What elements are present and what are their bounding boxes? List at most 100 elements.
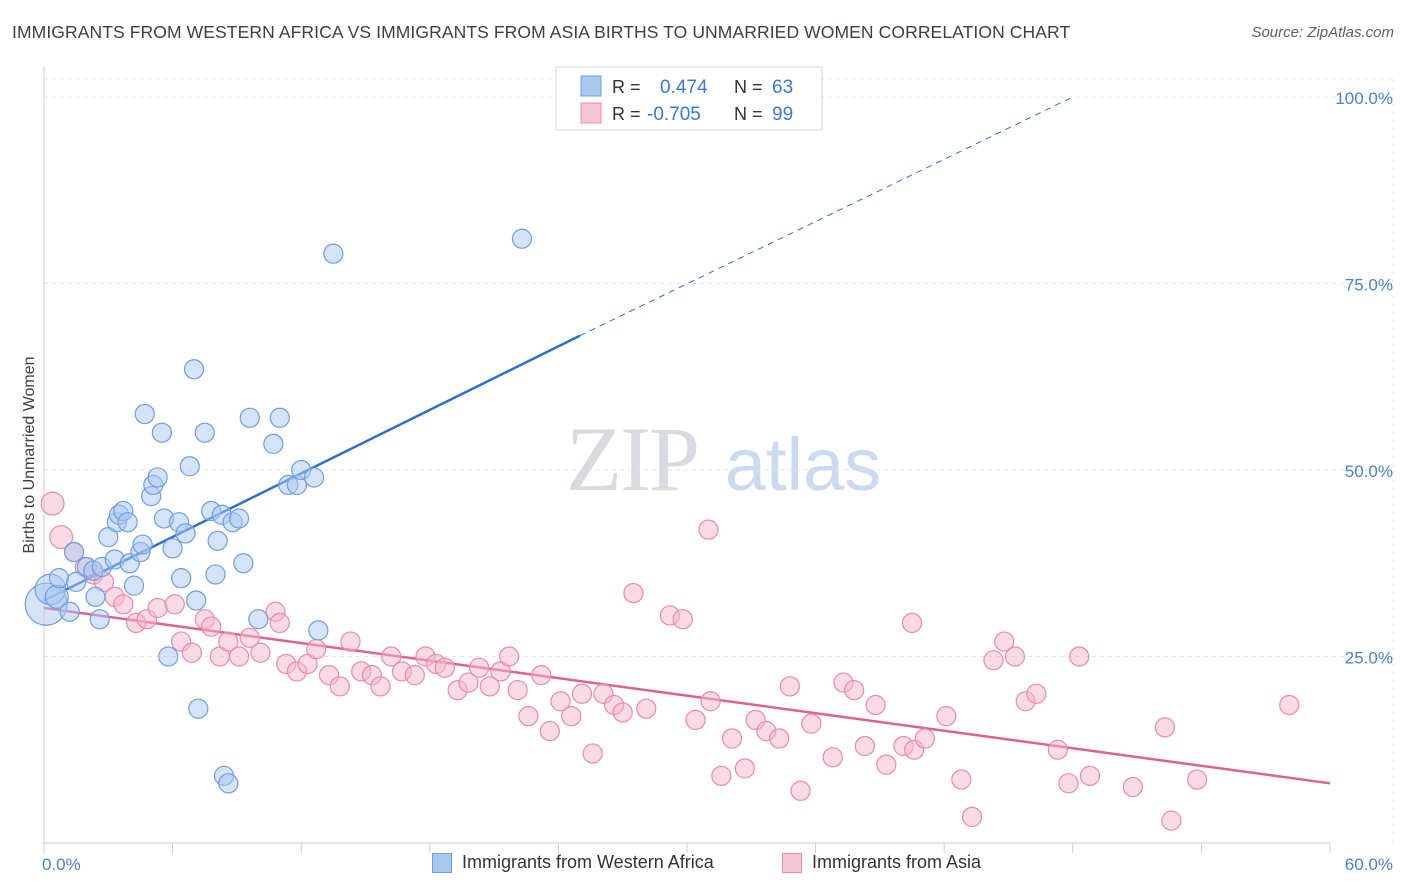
asia-point-27 (329, 676, 350, 697)
asia-point-43 (498, 646, 520, 667)
western-africa-point-22 (134, 403, 155, 425)
asia-trend-line (43, 606, 1331, 785)
asia-point-97 (901, 612, 923, 634)
western-africa-point-6 (66, 571, 87, 593)
asia-point-28 (340, 631, 361, 652)
asia-point-7 (113, 594, 134, 615)
western-africa-point-12 (98, 527, 119, 548)
asia-point-82 (994, 631, 1015, 652)
asia-point-50 (571, 683, 593, 704)
asia-point-74 (876, 754, 897, 775)
western-africa-point-10 (89, 609, 110, 630)
y-tick-label-3: 100.0% (1335, 89, 1393, 108)
western-africa-point-50 (269, 407, 290, 428)
western-africa-point-47 (239, 407, 260, 428)
western-africa-point-43 (218, 773, 239, 794)
asia-point-48 (550, 691, 571, 712)
western-africa-point-49 (263, 433, 284, 455)
tick-labels: 25.0% 50.0% 75.0% 100.0% 0.0% 60.0% (42, 89, 1393, 874)
asia-point-65 (769, 728, 790, 749)
asia-point-85 (1026, 683, 1047, 704)
asia-point-72 (854, 735, 876, 757)
legend-r-value-1: 0.474 (660, 77, 708, 98)
legend-swatch-blue (580, 75, 602, 97)
western-africa-point-3 (48, 568, 70, 589)
western-africa-point-40 (207, 530, 228, 551)
data-points (24, 228, 1300, 831)
western-africa-point-56 (323, 243, 344, 264)
legend-swatch-asia (782, 852, 802, 873)
western-africa-point-54 (303, 467, 325, 488)
asia-point-42 (490, 661, 511, 682)
legend-r-label-1: R = (612, 77, 641, 97)
legend-n-value-2: 99 (772, 104, 793, 125)
y-tick-label-2: 75.0% (1345, 276, 1393, 295)
western-africa-point-35 (186, 590, 207, 611)
asia-point-77 (914, 728, 936, 749)
asia-point-83 (1004, 646, 1026, 667)
x-tick-label-1: 60.0% (1345, 855, 1393, 874)
asia-point-98 (269, 612, 290, 634)
asia-point-37 (434, 657, 455, 678)
asia-point-68 (801, 713, 822, 734)
western-africa-point-4 (59, 601, 80, 622)
watermark-zip: ZIP (566, 408, 698, 510)
asia-point-71 (844, 679, 865, 701)
asia-point-93 (1186, 769, 1208, 790)
asia-point-78 (936, 706, 957, 727)
western-africa-point-46 (233, 553, 254, 574)
asia-point-79 (951, 769, 972, 790)
gridlines (44, 78, 1394, 843)
asia-point-55 (636, 698, 657, 719)
western-africa-point-5 (63, 541, 85, 563)
asia-point-59 (700, 691, 721, 712)
bottom-legend-item-western-africa: Immigrants from Western Africa (432, 852, 714, 873)
legend-label-asia: Immigrants from Asia (812, 852, 982, 872)
asia-point-31 (370, 676, 391, 697)
asia-point-32 (381, 646, 402, 667)
asia-point-19 (239, 627, 260, 648)
y-axis-label: Births to Unmarried Women (21, 356, 38, 553)
asia-point-87 (1058, 773, 1079, 794)
y-tick-label-1: 50.0% (1345, 462, 1393, 481)
x-tick-label-0: 0.0% (42, 855, 81, 874)
western-africa-point-31 (171, 568, 192, 589)
western-africa-point-28 (158, 646, 179, 667)
legend-box: R = 0.474 N = 63 R = -0.705 N = 99 (555, 66, 823, 131)
asia-point-90 (1122, 776, 1143, 798)
western-africa-point-34 (183, 359, 205, 380)
asia-point-62 (734, 758, 755, 779)
western-africa-point-57 (511, 228, 533, 249)
western-africa-point-48 (248, 609, 269, 630)
western-africa-point-17 (117, 512, 138, 533)
asia-point-46 (531, 665, 552, 686)
asia-point-47 (539, 720, 560, 742)
watermark: ZIP atlas (566, 408, 881, 510)
legend-n-label-2: N = (734, 104, 763, 124)
asia-point-11 (164, 594, 185, 615)
western-africa-point-36 (188, 698, 209, 719)
asia-point-80 (961, 806, 983, 828)
asia-point-13 (181, 642, 203, 663)
asia-point-86 (1047, 739, 1068, 760)
asia-point-95 (698, 519, 719, 540)
legend-r-label-2: R = (612, 104, 641, 124)
asia-point-10 (147, 597, 168, 619)
legend-r-value-2: -0.705 (647, 104, 701, 125)
western-africa-point-9 (85, 586, 106, 607)
legend-swatch-pink (580, 102, 602, 124)
chart-title: IMMIGRANTS FROM WESTERN AFRICA VS IMMIGR… (12, 22, 1071, 42)
asia-point-69 (822, 747, 843, 768)
western-africa-point-55 (308, 620, 329, 641)
legend-n-value-1: 63 (772, 77, 793, 98)
western-africa-point-33 (179, 456, 200, 477)
source-credit: Source: ZipAtlas.com (1251, 24, 1394, 41)
western-africa-point-26 (151, 422, 173, 443)
asia-point-57 (672, 609, 693, 630)
asia-point-0 (40, 491, 65, 516)
western-africa-point-19 (123, 575, 145, 596)
asia-point-24 (297, 653, 318, 675)
asia-point-94 (1279, 694, 1300, 716)
legend-n-label-1: N = (734, 77, 763, 97)
western-africa-point-45 (228, 508, 250, 529)
